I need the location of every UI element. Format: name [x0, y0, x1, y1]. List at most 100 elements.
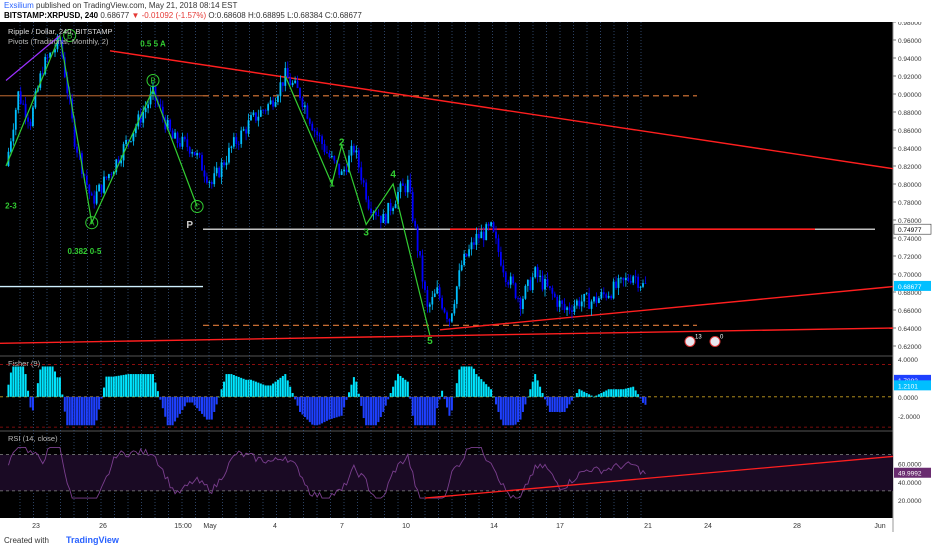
candle-body [218, 167, 221, 178]
candle-body [353, 145, 355, 153]
ascending-trendline [439, 285, 894, 331]
candle-body [90, 193, 93, 196]
fisher-bar [321, 396, 324, 424]
candle-body [186, 139, 189, 148]
wave-impulse-line [284, 75, 431, 336]
fisher-bar [644, 396, 647, 405]
candle-body [536, 267, 539, 277]
fisher-bar [624, 388, 627, 397]
price-tick-label: 0.82000 [898, 164, 922, 171]
rsi-value-tag [894, 467, 931, 478]
fisher-bar [29, 396, 32, 408]
candle-body [419, 251, 421, 256]
candle-body [321, 136, 323, 145]
price-tick-label: 0.98000 [898, 22, 922, 27]
candle-body [12, 129, 15, 142]
candle-body [134, 126, 137, 134]
fisher-bar [453, 396, 456, 398]
wave-label-circle [190, 200, 204, 213]
candle-body [117, 159, 120, 164]
fisher-bar [100, 396, 103, 399]
time-tick-label: 7 [340, 523, 344, 530]
candle-body [556, 296, 559, 307]
candle-body [367, 199, 370, 209]
candle-body [507, 282, 510, 285]
candle-body [495, 231, 497, 239]
time-tick-label: May [203, 523, 217, 530]
wave-purple-line [5, 35, 61, 81]
candle-body [316, 131, 319, 136]
candle-body [553, 293, 556, 297]
fisher-bar [294, 396, 297, 400]
publisher-name[interactable]: Exsilium [4, 1, 34, 10]
candle-body [193, 152, 196, 156]
wave-label-circle [146, 74, 160, 87]
candle-body [370, 208, 372, 214]
fisher-bar [495, 396, 497, 405]
fisher-bar [580, 390, 583, 397]
candle-body [644, 283, 647, 284]
symbol-label[interactable]: BITSTAMP:XRPUSD, 240 [4, 11, 99, 20]
fisher-bar [95, 396, 98, 421]
chart-svg[interactable]: 0.98000 0.96000 0.94000 0.92000 0.90000 0.880… [0, 20, 932, 532]
fisher-bar [517, 396, 520, 423]
fisher-bar [73, 396, 76, 426]
fisher-tick-label: -2.0000 [898, 414, 920, 421]
last-price: 0.68677 [100, 11, 130, 20]
rsi-tick-label: 20.0000 [898, 498, 922, 505]
candle-body [255, 112, 257, 121]
wave-label: P [186, 220, 193, 231]
fisher-bar [105, 376, 108, 397]
candle-body [357, 150, 360, 168]
fisher-bar [191, 396, 194, 403]
fisher-bar [544, 396, 546, 400]
fisher-bar [31, 396, 34, 411]
fisher-bar [90, 396, 93, 426]
fisher-bar [171, 396, 174, 426]
fisher-bar [509, 396, 512, 426]
candle-body [387, 202, 390, 224]
fisher-bar [377, 396, 380, 423]
price-value-tag [893, 223, 932, 235]
chart-area[interactable]: 0.98000 0.96000 0.94000 0.92000 0.90000 0.880… [0, 20, 932, 532]
candle-body [475, 233, 478, 245]
fisher-bar [409, 396, 412, 399]
fisher-bar [553, 396, 556, 412]
candle-body [642, 283, 644, 287]
candle-body [406, 179, 409, 193]
fisher-bar [531, 381, 534, 397]
fisher-histogram [7, 366, 647, 426]
candle-body [286, 67, 289, 78]
fisher-bar [242, 378, 245, 397]
candle-body [267, 104, 270, 111]
candle-body [149, 93, 152, 105]
fisher-bar [404, 379, 407, 397]
candle-body [632, 276, 635, 283]
candle-body [132, 133, 135, 142]
descending-trendline [109, 50, 894, 170]
price-tick-label: 0.86000 [898, 128, 922, 135]
candle-body [213, 173, 216, 185]
candle-body [402, 183, 404, 186]
candle-body [517, 298, 519, 299]
fisher-bar [80, 396, 83, 426]
fisher-bar [338, 396, 341, 417]
candle-body [108, 174, 110, 179]
fisher-bar [164, 396, 167, 417]
candle-body [264, 110, 267, 112]
candle-body [404, 185, 407, 193]
fisher-bar [394, 380, 397, 397]
tradingview-logo[interactable]: TradingView [66, 535, 119, 545]
fisher-bar [250, 379, 252, 397]
price-change: -0.01092 (-1.57%) [141, 11, 207, 20]
candle-body [130, 141, 132, 143]
fisher-bar [289, 386, 292, 397]
fisher-bar [480, 379, 483, 397]
candle-body [323, 144, 326, 152]
candle-body [524, 285, 527, 299]
candle-body [458, 270, 461, 287]
fisher-bar [129, 374, 132, 397]
fisher-bar [24, 374, 27, 397]
candle-body [245, 129, 247, 134]
candle-body [416, 226, 419, 252]
